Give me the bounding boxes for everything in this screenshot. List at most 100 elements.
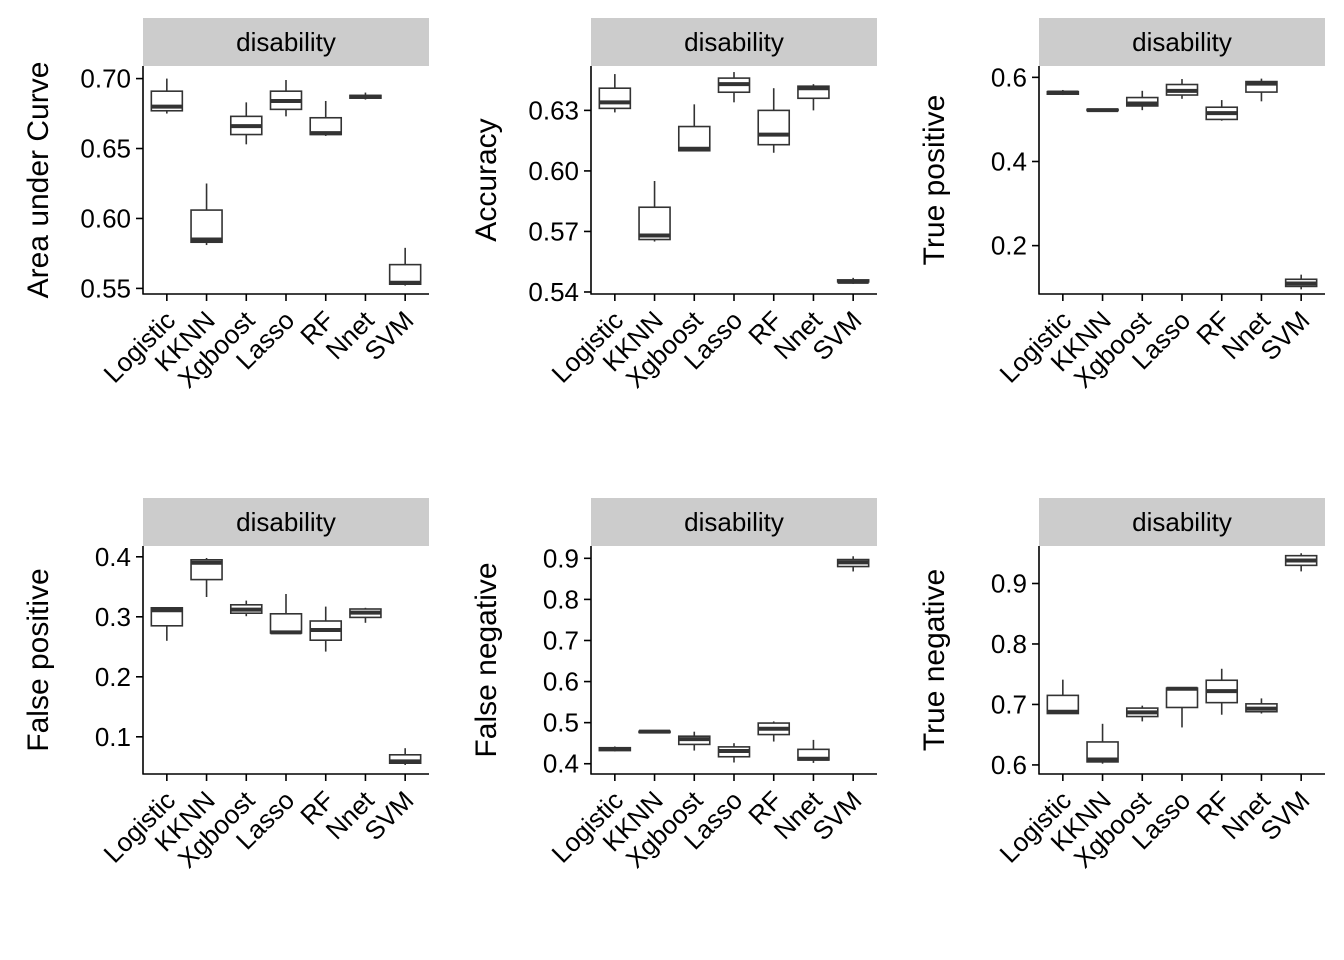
box-rf (309, 100, 343, 136)
y-tick-label: 0.70 (80, 64, 131, 94)
facet-label: disability (684, 507, 784, 537)
box-logistic (598, 74, 632, 113)
y-tick-label: 0.6 (991, 62, 1027, 92)
box-kknn (1086, 723, 1119, 764)
box-kknn (638, 729, 671, 734)
box-nnet (797, 739, 830, 763)
y-tick-label: 0.8 (543, 584, 579, 614)
box-svm (388, 247, 422, 286)
y-tick-label: 0.4 (543, 749, 579, 779)
facet-strip (143, 498, 429, 546)
box-iqr (1086, 741, 1119, 763)
box-rf (757, 88, 791, 153)
box-iqr (1245, 80, 1278, 93)
y-tick-label: 0.63 (528, 95, 579, 125)
facet-strip (1039, 498, 1325, 546)
facet-strip (591, 18, 877, 66)
box-svm (1284, 553, 1318, 572)
y-tick-label: 0.8 (991, 629, 1027, 659)
box-logistic (150, 606, 184, 641)
box-logistic (1046, 89, 1080, 96)
box-nnet (349, 92, 382, 100)
y-tick-label: 0.5 (543, 708, 579, 738)
box-lasso (717, 743, 751, 763)
y-axis-title: True negative (918, 569, 951, 751)
y-tick-label: 0.2 (991, 231, 1027, 261)
box-nnet (349, 607, 382, 623)
y-tick-label: 0.54 (528, 277, 579, 307)
box-iqr (269, 612, 303, 634)
box-logistic (1046, 679, 1080, 715)
panel-accuracy: disability0.540.570.600.63LogisticKKNNXg… (470, 18, 877, 394)
box-lasso (717, 72, 751, 103)
box-lasso (1165, 686, 1199, 728)
box-iqr (150, 606, 184, 627)
facet-strip (591, 498, 877, 546)
box-svm (388, 748, 422, 765)
y-tick-label: 0.60 (528, 156, 579, 186)
box-svm (1284, 274, 1318, 290)
box-kknn (190, 558, 223, 597)
box-xgboost (229, 102, 263, 145)
box-rf (1205, 668, 1239, 715)
y-tick-label: 0.6 (543, 667, 579, 697)
panel-area-under-curve: disability0.550.600.650.70LogisticKKNNXg… (22, 18, 429, 394)
y-axis-title: False positive (22, 568, 55, 751)
y-axis-title: Accuracy (470, 118, 503, 241)
y-axis-title: True positive (918, 95, 951, 266)
box-iqr (677, 125, 711, 152)
box-rf (757, 721, 791, 742)
facet-label: disability (236, 507, 336, 537)
facet-strip (1039, 18, 1325, 66)
facet-label: disability (684, 27, 784, 57)
box-svm (836, 277, 870, 284)
box-iqr (1165, 687, 1199, 709)
box-xgboost (677, 104, 711, 152)
box-iqr (598, 87, 632, 110)
y-tick-label: 0.7 (991, 689, 1027, 719)
box-xgboost (677, 731, 711, 751)
box-kknn (638, 181, 671, 242)
box-nnet (1245, 78, 1278, 102)
y-tick-label: 0.4 (95, 542, 131, 572)
box-logistic (150, 78, 184, 114)
y-axis-title: False negative (470, 562, 503, 757)
y-tick-label: 0.55 (80, 273, 131, 303)
y-tick-label: 0.1 (95, 722, 131, 752)
y-tick-label: 0.9 (991, 568, 1027, 598)
box-svm (836, 556, 870, 572)
box-nnet (797, 84, 830, 111)
y-tick-label: 0.7 (543, 625, 579, 655)
y-tick-label: 0.65 (80, 134, 131, 164)
facet-strip (143, 18, 429, 66)
box-iqr (757, 109, 791, 146)
panel-false-negative: disability0.40.50.60.70.80.9LogisticKKNN… (470, 498, 877, 874)
box-rf (1205, 100, 1239, 121)
box-kknn (1086, 108, 1119, 113)
panel-true-positive: disability0.20.40.6LogisticKKNNXgboostLa… (918, 18, 1325, 394)
box-logistic (598, 746, 632, 752)
y-tick-label: 0.57 (528, 216, 579, 246)
box-rf (309, 606, 343, 652)
y-axis-title: Area under Curve (22, 62, 55, 299)
box-lasso (269, 79, 303, 117)
y-tick-label: 0.3 (95, 602, 131, 632)
box-kknn (190, 183, 223, 246)
panel-false-positive: disability0.10.20.30.4LogisticKKNNXgboos… (22, 498, 429, 874)
box-lasso (269, 594, 303, 635)
facet-label: disability (1132, 27, 1232, 57)
box-xgboost (229, 600, 263, 617)
panel-true-negative: disability0.60.70.80.9LogisticKKNNXgboos… (918, 498, 1325, 874)
facet-label: disability (236, 27, 336, 57)
y-tick-label: 0.2 (95, 662, 131, 692)
y-tick-label: 0.60 (80, 203, 131, 233)
box-iqr (190, 209, 223, 244)
y-tick-label: 0.6 (991, 750, 1027, 780)
box-lasso (1165, 79, 1199, 99)
box-xgboost (1125, 90, 1159, 111)
box-xgboost (1125, 705, 1159, 722)
y-tick-label: 0.9 (543, 543, 579, 573)
y-tick-label: 0.4 (991, 146, 1027, 176)
facet-label: disability (1132, 507, 1232, 537)
